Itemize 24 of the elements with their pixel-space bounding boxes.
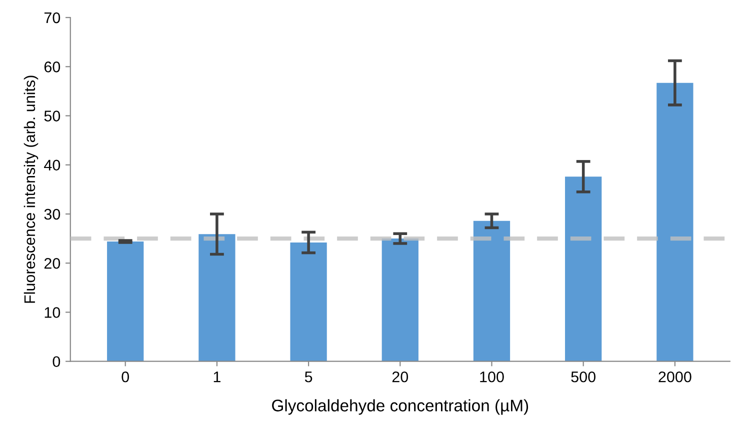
x-tick-label: 5: [304, 372, 312, 382]
y-tick-label: 0: [52, 356, 60, 368]
y-tick-label: 30: [44, 208, 60, 220]
x-tick-label: 2000: [658, 371, 692, 382]
y-tick-label: 50: [44, 110, 60, 122]
x-tick-label: 1: [214, 372, 220, 382]
bar: [656, 82, 694, 362]
y-tick-label: 70: [44, 12, 60, 24]
y-tick-label: 10: [44, 307, 60, 318]
x-tick-label: 500: [571, 371, 596, 382]
x-tick-label: 20: [392, 371, 408, 382]
y-axis-title: Fluorescence intensity (arb. units): [24, 76, 38, 303]
bar: [290, 242, 327, 362]
y-tick-label: 40: [44, 160, 60, 171]
x-tick-label: 100: [480, 371, 504, 382]
y-tick-label: 60: [44, 62, 60, 72]
y-tick-label: 20: [44, 258, 60, 269]
bar: [565, 176, 602, 362]
bar: [382, 238, 418, 362]
bar: [198, 234, 236, 362]
x-tick-label: 0: [122, 371, 130, 382]
bar: [107, 242, 144, 362]
x-axis-title: Glycolaldehyde concentration (µM): [272, 399, 528, 415]
bar: [473, 220, 510, 362]
